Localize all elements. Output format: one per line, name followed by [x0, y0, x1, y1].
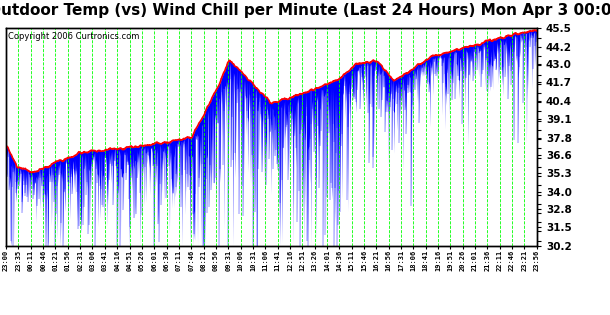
Text: Outdoor Temp (vs) Wind Chill per Minute (Last 24 Hours) Mon Apr 3 00:00: Outdoor Temp (vs) Wind Chill per Minute … [0, 3, 610, 18]
Text: Copyright 2006 Curtronics.com: Copyright 2006 Curtronics.com [8, 32, 139, 41]
